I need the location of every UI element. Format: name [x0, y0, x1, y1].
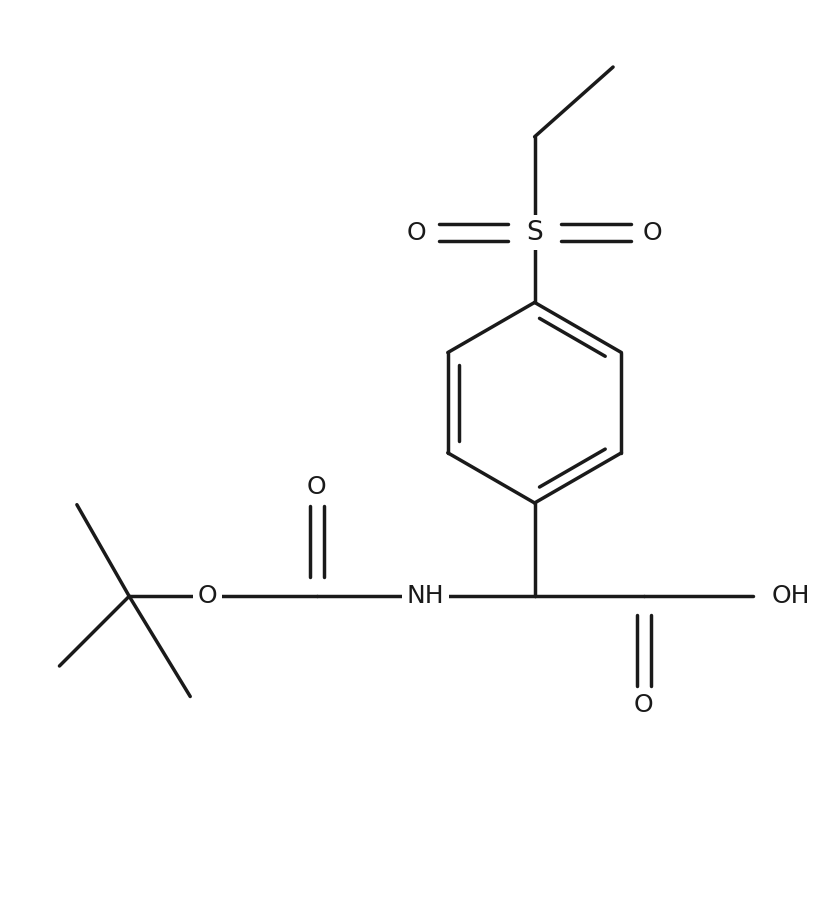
Text: O: O: [407, 221, 427, 245]
Text: NH: NH: [407, 584, 445, 608]
Text: OH: OH: [772, 584, 810, 608]
Text: S: S: [526, 219, 543, 246]
Text: O: O: [198, 584, 218, 608]
Text: O: O: [634, 693, 653, 717]
Text: O: O: [307, 475, 326, 500]
Text: O: O: [643, 221, 663, 245]
